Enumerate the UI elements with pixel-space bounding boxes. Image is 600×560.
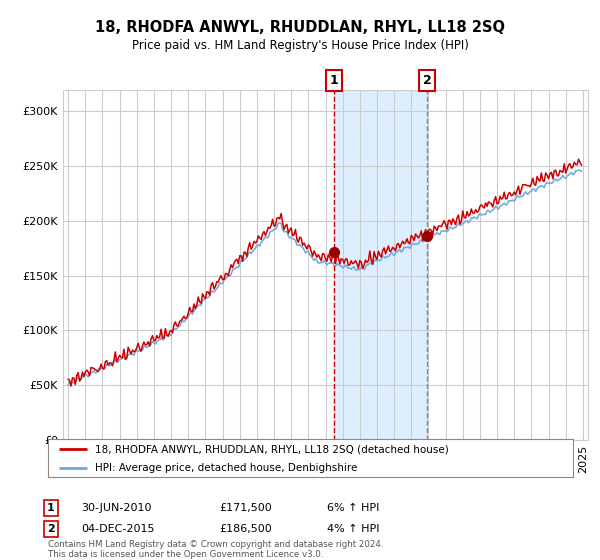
Text: 30-JUN-2010: 30-JUN-2010: [81, 503, 151, 513]
Text: 18, RHODFA ANWYL, RHUDDLAN, RHYL, LL18 2SQ: 18, RHODFA ANWYL, RHUDDLAN, RHYL, LL18 2…: [95, 20, 505, 35]
Text: £186,500: £186,500: [219, 524, 272, 534]
Text: 04-DEC-2015: 04-DEC-2015: [81, 524, 155, 534]
Text: 18, RHODFA ANWYL, RHUDDLAN, RHYL, LL18 2SQ (detached house): 18, RHODFA ANWYL, RHUDDLAN, RHYL, LL18 2…: [95, 444, 449, 454]
Text: £171,500: £171,500: [219, 503, 272, 513]
Text: 1: 1: [47, 503, 55, 513]
Text: 2: 2: [422, 74, 431, 87]
Text: Price paid vs. HM Land Registry's House Price Index (HPI): Price paid vs. HM Land Registry's House …: [131, 39, 469, 52]
Text: This data is licensed under the Open Government Licence v3.0.: This data is licensed under the Open Gov…: [48, 550, 323, 559]
Text: HPI: Average price, detached house, Denbighshire: HPI: Average price, detached house, Denb…: [95, 463, 358, 473]
Text: 2: 2: [47, 524, 55, 534]
Text: 6% ↑ HPI: 6% ↑ HPI: [327, 503, 379, 513]
Text: 1: 1: [330, 74, 338, 87]
Text: 4% ↑ HPI: 4% ↑ HPI: [327, 524, 380, 534]
Bar: [334, 90, 427, 440]
Text: Contains HM Land Registry data © Crown copyright and database right 2024.: Contains HM Land Registry data © Crown c…: [48, 540, 383, 549]
